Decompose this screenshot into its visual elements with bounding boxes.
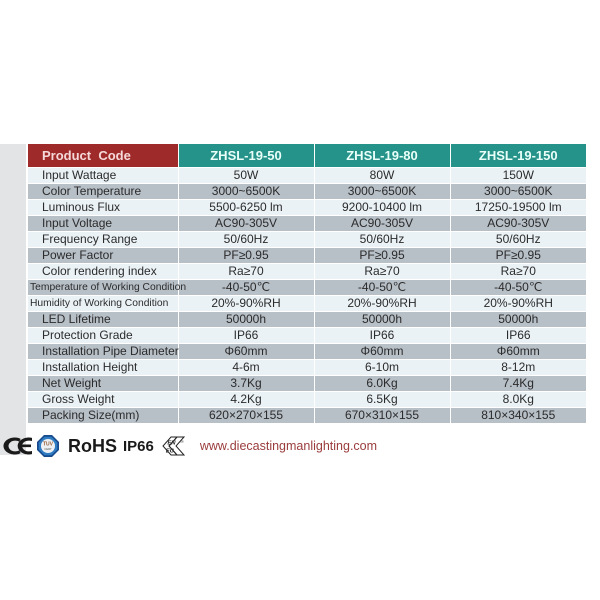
svg-text:EC: EC	[165, 448, 175, 454]
svg-text:CERT: CERT	[44, 447, 52, 451]
svg-text:EN: EN	[167, 441, 176, 447]
svg-text:28: 28	[180, 440, 183, 444]
